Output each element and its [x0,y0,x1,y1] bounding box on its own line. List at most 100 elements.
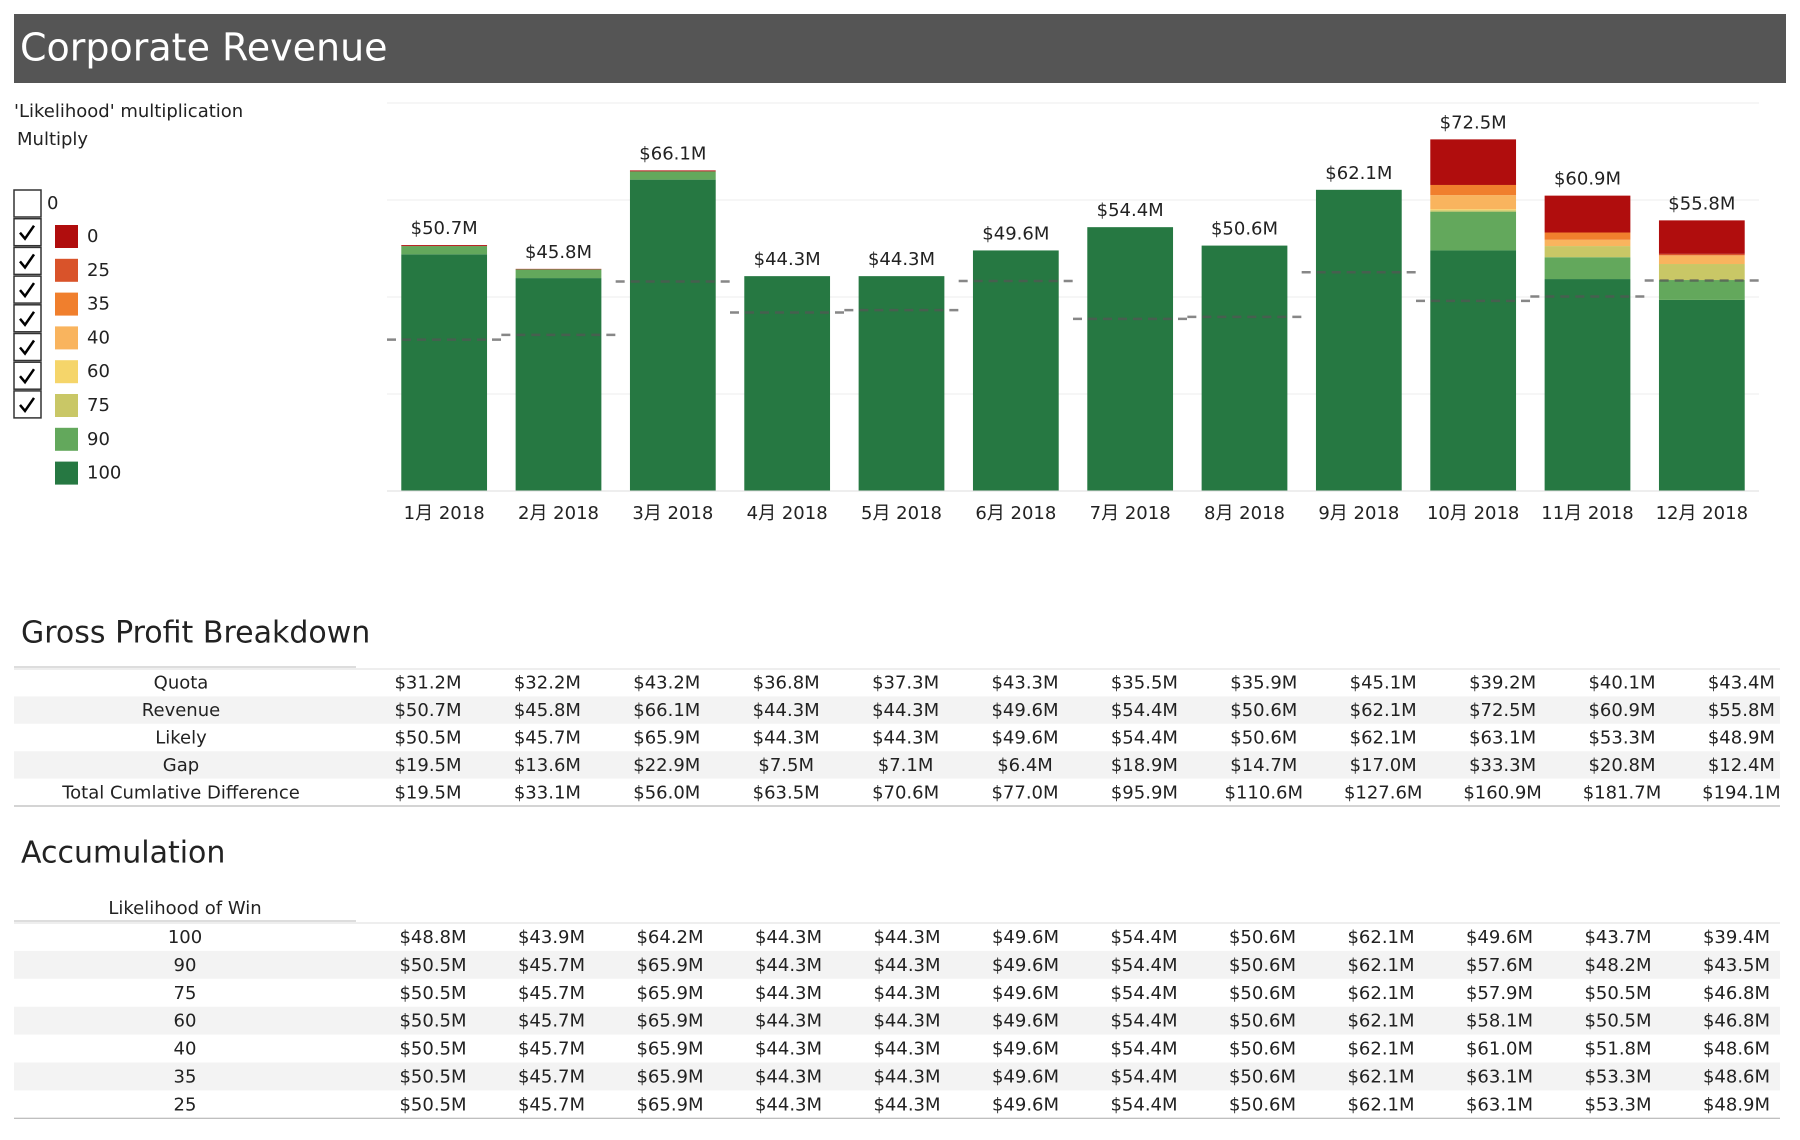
cell: $62.1M [1347,1066,1414,1087]
cell: $20.8M [1588,755,1655,776]
checkbox[interactable] [13,361,42,390]
cell: $65.9M [636,1011,703,1032]
bar-segment [1315,189,1402,491]
cell: $7.5M [758,755,814,776]
cell: $48.2M [1584,955,1651,976]
bar-segment [1430,211,1517,251]
checkbox[interactable] [13,390,42,419]
cell: $31.2M [394,673,461,694]
check-mark [19,282,36,299]
cell: $62.1M [1350,728,1417,749]
cell: $48.6M [1703,1039,1770,1060]
legend-label: 75 [87,395,110,416]
cell: $44.3M [755,1066,822,1087]
checkbox[interactable] [13,332,42,362]
x-tick-label: 2月 2018 [518,503,599,524]
row-label: Gap [163,755,199,776]
cell: $44.3M [873,1039,940,1060]
cell: $44.3M [873,927,940,948]
bar-segment [515,269,602,279]
cell: $45.7M [518,955,585,976]
cell: $72.5M [1469,700,1536,721]
cell: $44.3M [755,1011,822,1032]
checkbox[interactable] [13,189,42,218]
bar-total-label: $44.3M [754,249,821,270]
bar-segment [1430,209,1517,211]
bar-segment [1658,299,1745,491]
cell: $45.1M [1350,673,1417,694]
checkbox[interactable] [13,217,42,247]
cell: $45.7M [518,1039,585,1060]
cell: $19.5M [394,755,461,776]
bar-segment [629,171,716,180]
x-tick-label: 12月 2018 [1656,503,1748,524]
row-label: 35 [174,1066,197,1087]
cell: $65.9M [636,1039,703,1060]
row-label: 75 [174,983,197,1004]
cell: $50.6M [1229,1066,1296,1087]
cell: $45.7M [514,728,581,749]
x-tick-label: 4月 2018 [747,503,828,524]
checkbox[interactable] [13,246,42,276]
cell: $43.2M [633,673,700,694]
cell: $50.6M [1229,1094,1296,1115]
cell: $44.3M [755,983,822,1004]
x-tick-label: 11月 2018 [1541,503,1633,524]
cell: $65.9M [633,728,700,749]
bar-segment [1658,264,1745,281]
cell: $54.4M [1110,955,1177,976]
cell: $62.1M [1347,927,1414,948]
cell: $12.4M [1708,755,1775,776]
cell: $43.9M [518,927,585,948]
cell: $45.7M [518,1094,585,1115]
row-label: Likely [155,728,207,749]
bar-segment [1430,139,1517,185]
cell: $44.3M [872,728,939,749]
cell: $44.3M [755,1039,822,1060]
row-label: Revenue [142,700,220,721]
check-mark [19,311,36,327]
bar-segment [629,170,716,172]
checkbox[interactable] [13,275,42,304]
cell: $49.6M [991,700,1058,721]
cell: $50.5M [1584,1011,1651,1032]
cell: $43.5M [1703,955,1770,976]
cell: $46.8M [1703,983,1770,1004]
cell: $50.5M [399,1011,466,1032]
bar-segment [1544,246,1631,258]
check-mark [19,368,36,385]
checkbox[interactable] [13,304,42,333]
cell: $48.9M [1708,728,1775,749]
cell: $36.8M [753,673,820,694]
dashboard-title: Corporate Revenue [20,26,388,70]
row-band [14,696,1780,724]
cell: $61.0M [1466,1039,1533,1060]
bar-segment [1544,232,1631,240]
filter-item: 0 [47,193,58,214]
bar-segment [1544,279,1631,491]
cell: $45.8M [514,700,581,721]
cell: $44.3M [872,700,939,721]
check-mark [19,397,36,413]
bar-total-label: $60.9M [1554,169,1621,190]
row-band [14,1006,1780,1035]
bar-segment [1658,255,1745,265]
cell: $49.6M [992,927,1059,948]
cell: $53.3M [1584,1066,1651,1087]
cell: $65.9M [636,1066,703,1087]
x-tick-label: 8月 2018 [1204,503,1285,524]
cell: $55.8M [1708,700,1775,721]
cell: $50.5M [1584,983,1651,1004]
cell: $62.1M [1347,983,1414,1004]
cell: $43.7M [1584,927,1651,948]
cell: $50.5M [394,728,461,749]
legend-swatch [55,394,78,417]
bar-segment [401,246,488,255]
cell: $49.6M [992,1094,1059,1115]
cell: $56.0M [633,782,700,803]
bar-segment [744,276,831,491]
check-mark [19,253,36,270]
cell: $58.1M [1466,1011,1533,1032]
bar-segment [401,254,488,491]
bar-total-label: $44.3M [868,249,935,270]
